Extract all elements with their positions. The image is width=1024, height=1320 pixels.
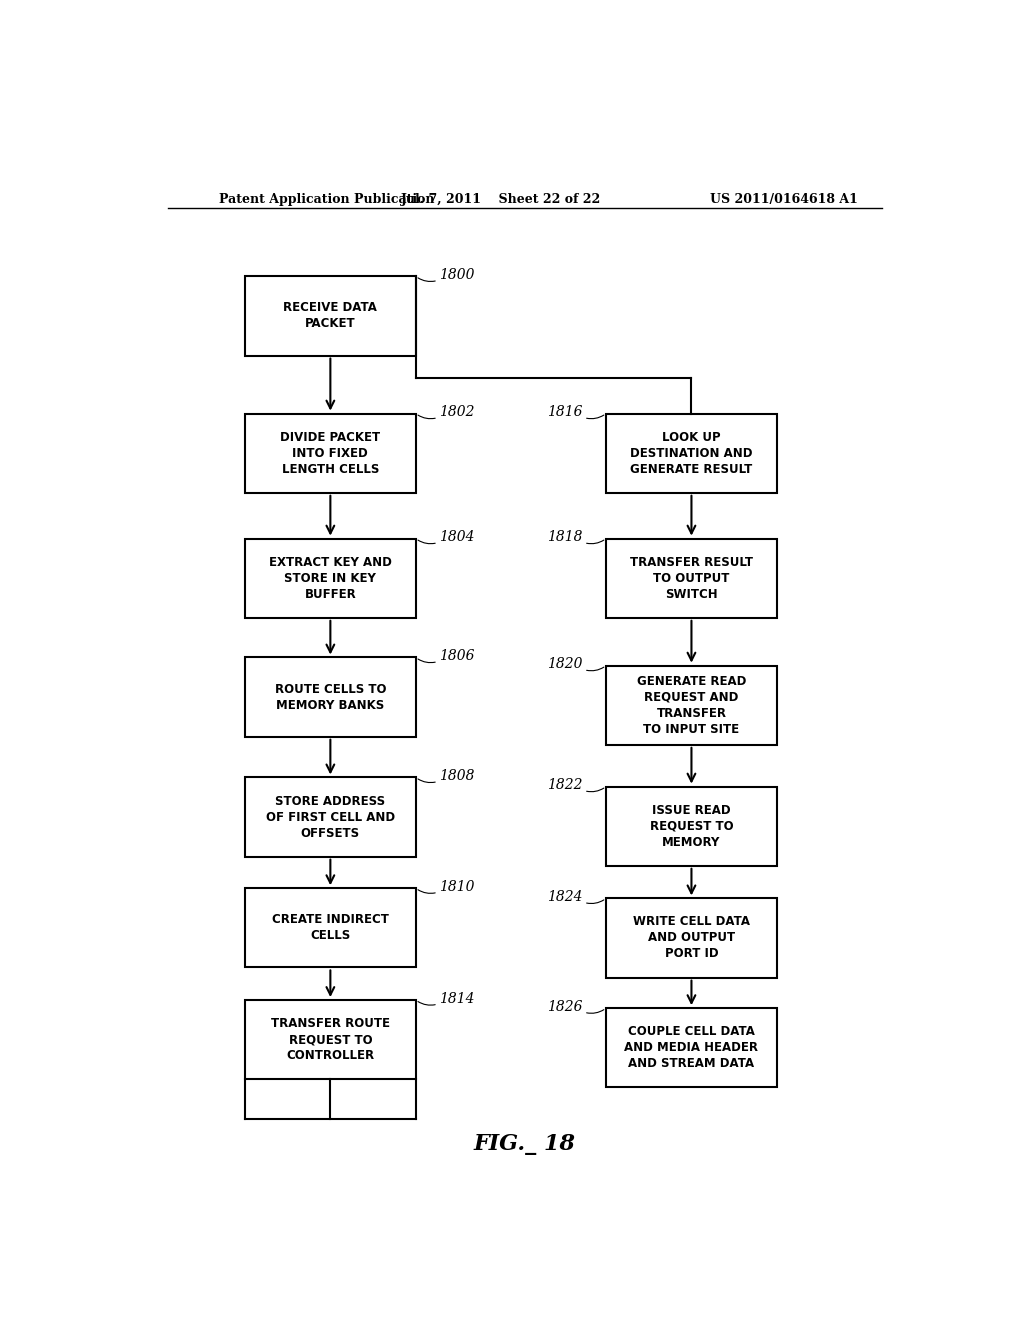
Bar [245, 276, 416, 355]
Text: 1808: 1808 [439, 770, 475, 783]
Text: WRITE CELL DATA
AND OUTPUT
PORT ID: WRITE CELL DATA AND OUTPUT PORT ID [633, 916, 750, 961]
Text: COUPLE CELL DATA
AND MEDIA HEADER
AND STREAM DATA: COUPLE CELL DATA AND MEDIA HEADER AND ST… [625, 1026, 759, 1071]
Text: 1804: 1804 [439, 531, 475, 544]
Text: 1816: 1816 [547, 405, 583, 420]
Text: LOOK UP
DESTINATION AND
GENERATE RESULT: LOOK UP DESTINATION AND GENERATE RESULT [630, 430, 753, 475]
Text: 1802: 1802 [439, 405, 475, 420]
Bar [606, 899, 777, 978]
Text: 1824: 1824 [547, 890, 583, 904]
Text: GENERATE READ
REQUEST AND
TRANSFER
TO INPUT SITE: GENERATE READ REQUEST AND TRANSFER TO IN… [637, 675, 746, 735]
Bar [245, 888, 416, 968]
Bar [606, 1008, 777, 1088]
Bar [606, 539, 777, 618]
Text: 1806: 1806 [439, 649, 475, 664]
Text: 1826: 1826 [547, 1001, 583, 1014]
Bar [245, 413, 416, 492]
Bar [245, 1001, 416, 1080]
Text: STORE ADDRESS
OF FIRST CELL AND
OFFSETS: STORE ADDRESS OF FIRST CELL AND OFFSETS [266, 795, 395, 840]
Text: US 2011/0164618 A1: US 2011/0164618 A1 [711, 193, 858, 206]
Bar [245, 777, 416, 857]
Text: 1800: 1800 [439, 268, 475, 282]
Text: ROUTE CELLS TO
MEMORY BANKS: ROUTE CELLS TO MEMORY BANKS [274, 682, 386, 711]
Text: CREATE INDIRECT
CELLS: CREATE INDIRECT CELLS [272, 913, 389, 942]
Text: TRANSFER ROUTE
REQUEST TO
CONTROLLER: TRANSFER ROUTE REQUEST TO CONTROLLER [271, 1018, 390, 1063]
Text: FIG._ 18: FIG._ 18 [474, 1134, 575, 1155]
Text: 1820: 1820 [547, 657, 583, 672]
Text: Patent Application Publication: Patent Application Publication [219, 193, 435, 206]
Bar [245, 657, 416, 737]
Bar [245, 539, 416, 618]
Text: EXTRACT KEY AND
STORE IN KEY
BUFFER: EXTRACT KEY AND STORE IN KEY BUFFER [269, 556, 392, 601]
Text: Jul. 7, 2011    Sheet 22 of 22: Jul. 7, 2011 Sheet 22 of 22 [400, 193, 601, 206]
Text: DIVIDE PACKET
INTO FIXED
LENGTH CELLS: DIVIDE PACKET INTO FIXED LENGTH CELLS [281, 430, 381, 475]
Text: RECEIVE DATA
PACKET: RECEIVE DATA PACKET [284, 301, 377, 330]
Bar [606, 665, 777, 744]
Bar [606, 413, 777, 492]
Text: 1810: 1810 [439, 880, 475, 894]
Text: 1822: 1822 [547, 779, 583, 792]
Bar [606, 787, 777, 866]
Text: 1818: 1818 [547, 531, 583, 544]
Text: ISSUE READ
REQUEST TO
MEMORY: ISSUE READ REQUEST TO MEMORY [649, 804, 733, 849]
Text: 1814: 1814 [439, 991, 475, 1006]
Text: TRANSFER RESULT
TO OUTPUT
SWITCH: TRANSFER RESULT TO OUTPUT SWITCH [630, 556, 753, 601]
